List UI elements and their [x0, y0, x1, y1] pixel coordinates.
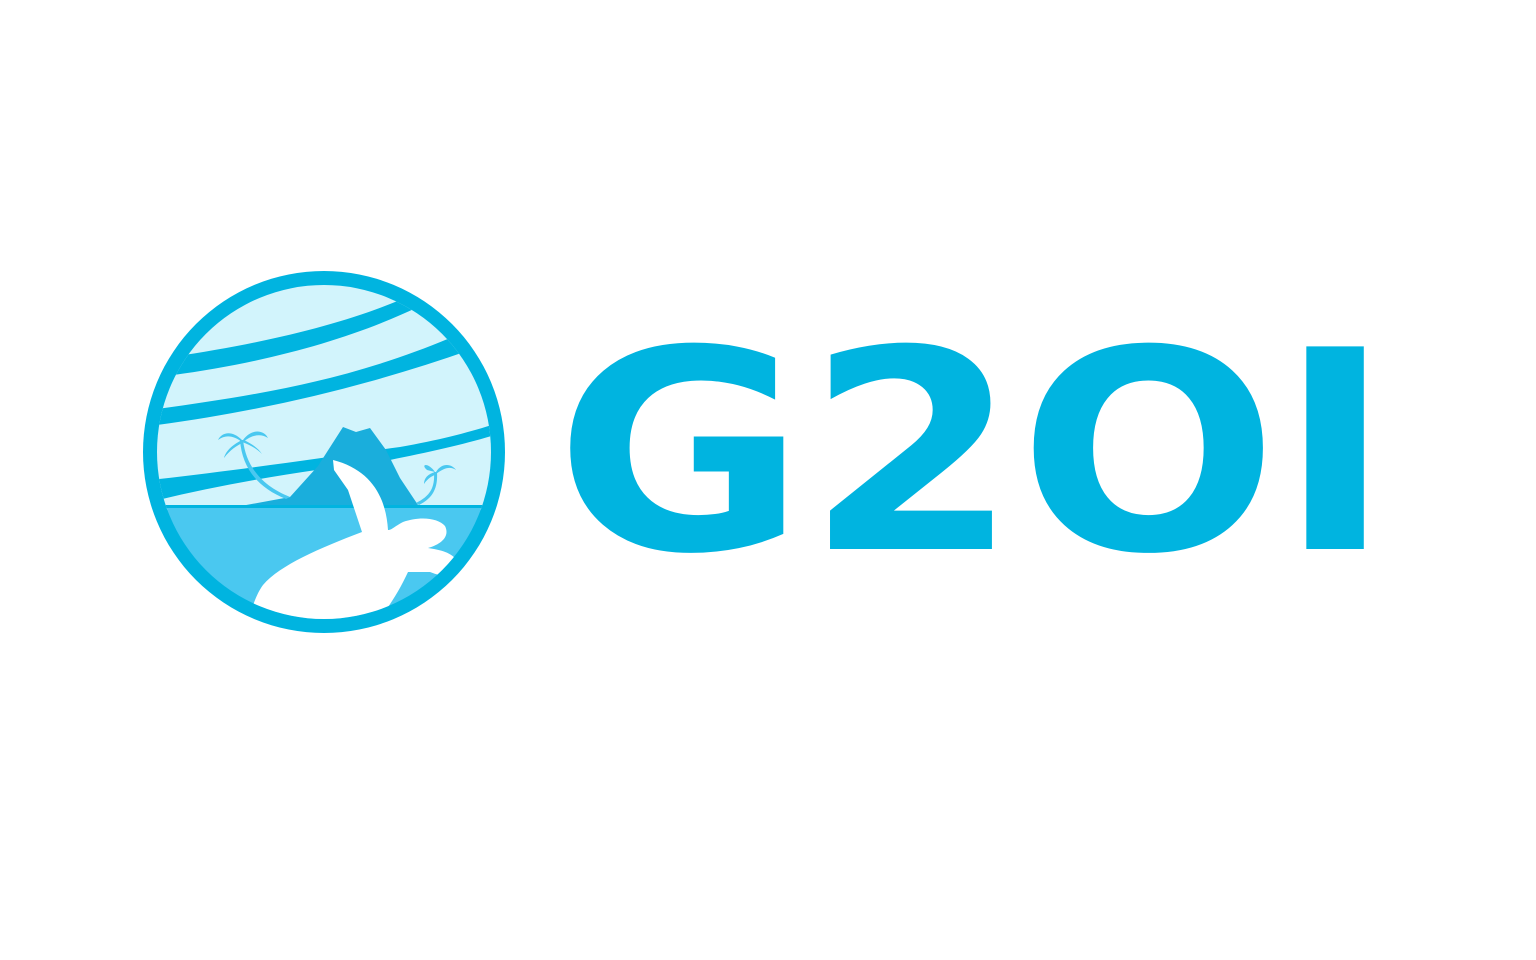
wordmark: G2OI — [555, 291, 1392, 615]
sky-band — [157, 338, 470, 426]
palm-tree — [218, 431, 456, 505]
emblem — [143, 271, 505, 633]
horizon — [157, 505, 491, 508]
sky-band — [157, 300, 420, 378]
turtle — [244, 460, 459, 619]
